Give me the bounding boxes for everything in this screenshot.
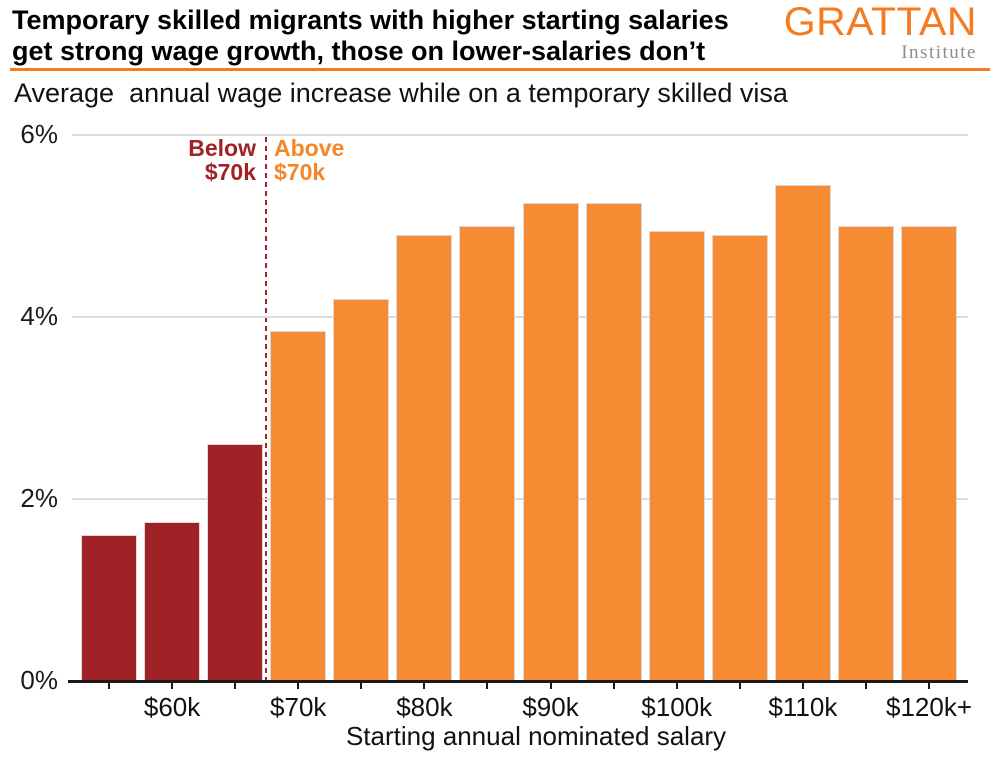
gridline-4% xyxy=(72,316,968,318)
x-tick-label-$80k: $80k xyxy=(396,692,453,722)
y-tick-label-4%: 4% xyxy=(20,301,58,331)
x-axis-tick xyxy=(928,682,931,689)
bar-$100k xyxy=(648,230,705,681)
y-tick-label-0%: 0% xyxy=(20,665,58,695)
x-tick-label-$70k: $70k xyxy=(270,692,327,722)
x-axis-title: Starting annual nominated salary xyxy=(345,721,727,751)
gridline-6% xyxy=(72,134,968,136)
x-axis-tick xyxy=(864,682,867,689)
x-axis-tick xyxy=(549,682,552,689)
annotation-below-70k: Below $70k xyxy=(188,136,256,184)
x-tick-label-$110k: $110k xyxy=(768,692,838,722)
threshold-dashed-line xyxy=(265,137,267,682)
x-axis-tick xyxy=(171,682,174,689)
x-tick-label-$120k+: $120k+ xyxy=(886,692,973,722)
grattan-wordmark: GRATTAN xyxy=(783,0,977,44)
bar-$70k xyxy=(270,330,327,681)
bar-bin-4 xyxy=(333,298,390,681)
x-axis-tick xyxy=(486,682,489,689)
bar-bin-6 xyxy=(459,226,516,681)
bar-$80k xyxy=(396,235,453,681)
bar-bin-2 xyxy=(207,444,264,681)
bar-$120k+ xyxy=(901,226,958,681)
gridline-2% xyxy=(72,498,968,500)
x-axis-tick xyxy=(738,682,741,689)
orange-divider-rule xyxy=(10,68,990,71)
annotation-above-line2: $70k xyxy=(274,159,326,185)
annotation-below-line2: $70k xyxy=(204,159,256,185)
page-title-line1: Temporary skilled migrants with higher s… xyxy=(12,5,729,35)
x-axis-line xyxy=(68,680,968,683)
annotation-above-70k: Above $70k xyxy=(274,136,344,184)
grattan-logo: GRATTAN Institute xyxy=(784,2,977,64)
x-axis-tick xyxy=(801,682,804,689)
x-axis-tick xyxy=(423,682,426,689)
x-axis-tick xyxy=(297,682,300,689)
page-title: Temporary skilled migrants with higher s… xyxy=(12,5,729,67)
bar-bin-12 xyxy=(837,226,894,681)
x-axis-tick xyxy=(108,682,110,689)
bar-$60k xyxy=(144,521,201,681)
y-tick-label-2%: 2% xyxy=(20,483,58,513)
bar-$110k xyxy=(774,185,831,681)
annotation-above-line1: Above xyxy=(274,135,345,161)
grattan-institute-label: Institute xyxy=(901,42,977,63)
bar-$90k xyxy=(522,203,579,681)
annotation-below-line1: Below xyxy=(188,135,256,161)
x-axis-tick xyxy=(675,682,678,689)
bar-bin-8 xyxy=(585,203,642,681)
x-tick-label-$90k: $90k xyxy=(522,692,579,722)
x-axis-tick xyxy=(234,682,237,689)
x-tick-label-$100k: $100k xyxy=(641,692,713,722)
bar-bin-0 xyxy=(81,535,137,681)
x-axis-tick xyxy=(612,682,615,689)
page-title-line2: get strong wage growth, those on lower-s… xyxy=(12,36,706,66)
x-axis-tick xyxy=(360,682,363,689)
x-tick-label-$60k: $60k xyxy=(143,692,201,722)
chart-subtitle: Average annual wage increase while on a … xyxy=(14,78,788,108)
y-tick-label-6%: 6% xyxy=(20,119,58,149)
bar-bin-10 xyxy=(711,235,768,681)
